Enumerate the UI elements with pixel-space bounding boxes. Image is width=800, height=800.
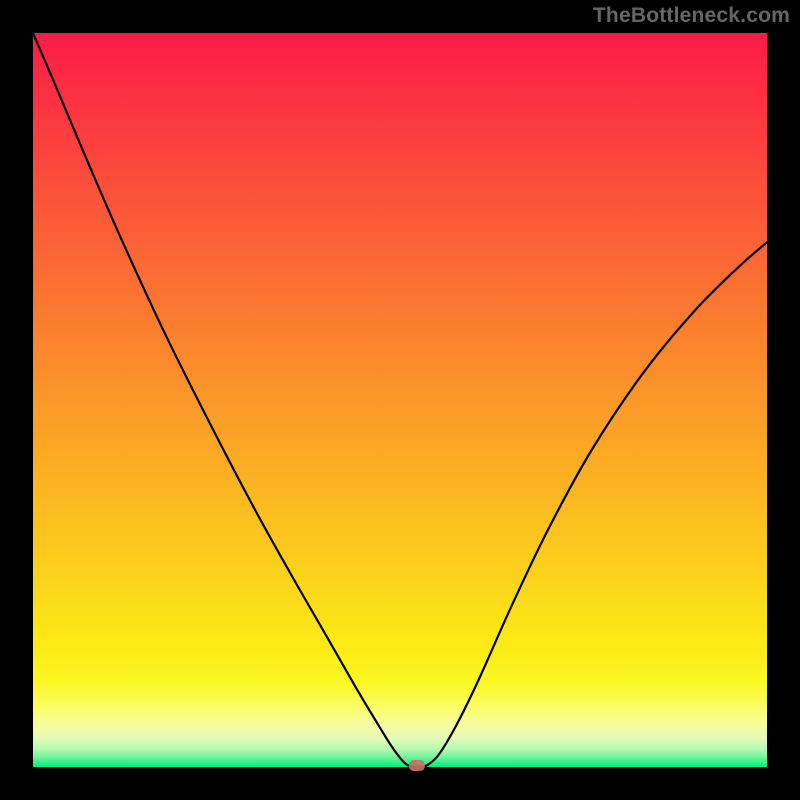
chart-container: { "meta": { "source_watermark": "TheBott… [0, 0, 800, 800]
source-watermark: TheBottleneck.com [593, 4, 790, 28]
optimum-marker [409, 760, 425, 771]
bottleneck-chart [0, 0, 800, 800]
plot-background [33, 33, 767, 767]
